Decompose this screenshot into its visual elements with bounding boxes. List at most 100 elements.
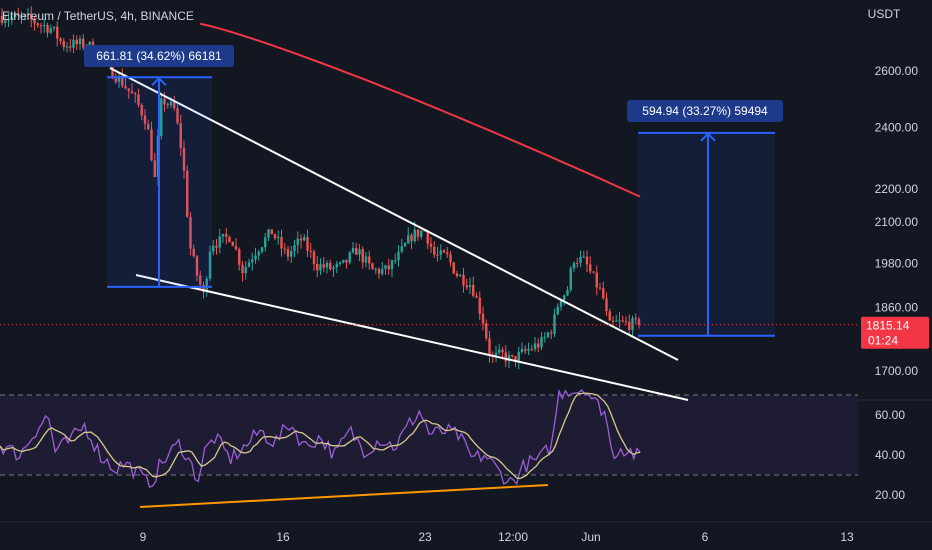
candle-body — [358, 249, 361, 255]
candle — [189, 212, 192, 256]
candle — [446, 246, 449, 258]
candle-body — [244, 266, 247, 274]
candle-body — [82, 38, 85, 48]
price-tag-value: 1815.14 — [866, 319, 910, 333]
candle-body — [371, 263, 374, 270]
candle-body — [137, 94, 140, 105]
candle — [439, 244, 442, 260]
candle-body — [468, 285, 472, 288]
candle — [338, 261, 342, 267]
candle — [72, 34, 75, 54]
candle — [358, 244, 361, 262]
candle — [465, 278, 468, 290]
candle — [4, 14, 7, 28]
candle-body — [335, 263, 338, 268]
candle-body — [634, 318, 637, 320]
wedge-upper-trendline — [109, 67, 679, 361]
candle — [329, 259, 332, 271]
candle-body — [208, 251, 212, 279]
candle-body — [514, 356, 517, 363]
candle — [312, 249, 316, 271]
candle — [325, 260, 329, 274]
candle — [348, 250, 351, 265]
candle-body — [260, 247, 264, 252]
candle — [420, 229, 423, 240]
time-tick-label: Jun — [581, 530, 600, 544]
candle-body — [23, 14, 26, 16]
candle-body — [309, 250, 312, 252]
candle-body — [524, 349, 527, 351]
candle-body — [449, 254, 452, 263]
price-tick-label: 2200.00 — [875, 182, 919, 196]
candle-body — [472, 285, 475, 296]
candle-body — [43, 25, 46, 27]
candle-body — [553, 314, 556, 334]
candle-body — [342, 259, 345, 263]
candle — [10, 11, 13, 25]
candle-body — [605, 298, 608, 312]
time-tick-label: 9 — [140, 530, 147, 544]
candle-body — [615, 320, 618, 322]
candle — [394, 253, 397, 264]
candle-body — [582, 256, 585, 258]
candle-body — [413, 229, 416, 242]
candle — [582, 250, 585, 258]
candle — [537, 338, 540, 353]
candle — [241, 260, 244, 282]
candle-body — [296, 238, 299, 246]
candle — [182, 140, 186, 179]
candle — [426, 229, 429, 250]
candle-body — [384, 265, 387, 269]
candle-body — [394, 260, 397, 262]
candle — [225, 227, 228, 245]
candle — [364, 251, 368, 268]
candle-body — [140, 104, 143, 116]
candle — [608, 308, 611, 321]
candle-body — [26, 13, 30, 15]
candle — [569, 265, 572, 293]
candle — [452, 261, 455, 275]
candle-body — [33, 19, 36, 24]
candle-body — [267, 229, 270, 238]
candle — [559, 299, 563, 311]
candle — [7, 12, 10, 27]
candle — [277, 230, 280, 245]
candle-body — [377, 269, 381, 274]
candle-body — [147, 123, 150, 130]
candle — [459, 273, 462, 277]
candle-body — [205, 278, 208, 293]
candle-body — [179, 123, 182, 148]
candle-body — [69, 46, 72, 48]
candle-body — [202, 284, 205, 293]
measure-right-box — [638, 132, 775, 336]
candle — [462, 267, 465, 293]
candle-body — [273, 234, 277, 239]
candle-body — [507, 355, 511, 362]
candle-body — [36, 23, 39, 26]
candle-body — [608, 311, 611, 321]
candle — [124, 78, 127, 90]
candle — [231, 241, 234, 247]
candle-body — [299, 238, 303, 241]
time-tick-label: 16 — [276, 530, 290, 544]
candle — [621, 315, 624, 323]
candle — [468, 277, 472, 295]
candle-body — [540, 337, 543, 348]
candle-body — [563, 295, 566, 300]
candle — [36, 22, 39, 28]
candle-body — [621, 320, 624, 322]
currency-label: USDT — [868, 7, 901, 21]
candle-body — [10, 16, 13, 20]
candle-body — [78, 38, 82, 45]
candle-body — [569, 268, 572, 290]
candle-body — [212, 245, 215, 252]
candle-body — [75, 39, 78, 45]
candle — [449, 250, 452, 267]
candle-body — [111, 63, 114, 79]
candle-body — [618, 320, 621, 322]
candle — [355, 242, 358, 255]
candle-body — [390, 260, 394, 270]
candle — [530, 344, 533, 352]
candle — [628, 314, 631, 336]
